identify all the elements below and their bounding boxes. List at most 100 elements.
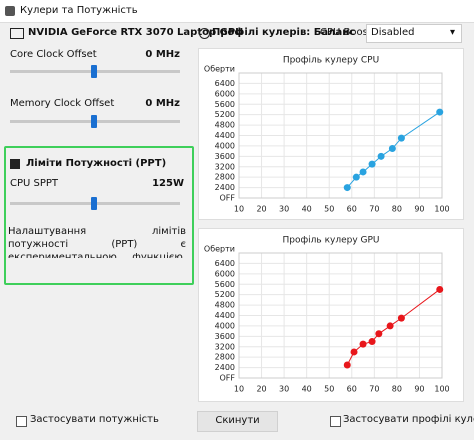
y-tick-label: 3600: [215, 332, 235, 341]
cpu-label: CPU SPPT: [10, 178, 59, 189]
y-tick-label: 2800: [215, 173, 235, 182]
app-icon: [5, 6, 15, 16]
x-tick-label: 40: [302, 205, 312, 214]
apply-power-checkbox[interactable]: [16, 416, 27, 427]
y-tick-label: 4000: [215, 321, 235, 330]
cpu-value: 125W: [152, 178, 184, 189]
power-box: [4, 146, 194, 285]
point[interactable]: [368, 338, 376, 346]
y-tick-label: OFF: [220, 194, 236, 203]
plot-border: [238, 72, 443, 199]
boost-label: CPU Boost: [320, 27, 372, 38]
y-tick-label: 4800: [215, 121, 235, 130]
y-tick-label: 3200: [215, 162, 235, 171]
point[interactable]: [359, 168, 367, 176]
point[interactable]: [359, 340, 367, 348]
core-label: Core Clock Offset: [10, 49, 97, 60]
y-axis-label: Оберти: [204, 245, 235, 254]
point[interactable]: [386, 322, 394, 330]
y-tick-label: 4400: [215, 311, 235, 320]
chart-title: Профіль кулеру GPU: [282, 236, 379, 246]
y-tick-label: 6000: [215, 89, 235, 98]
apply-power-label: Застосувати потужність: [30, 414, 159, 425]
point[interactable]: [343, 361, 351, 369]
y-tick-label: 5600: [215, 100, 235, 109]
apply-fans-label: Застосувати профілі кулерів: [343, 414, 474, 425]
point[interactable]: [397, 314, 405, 322]
cpu-slider[interactable]: [91, 197, 97, 210]
gpu-title: NVIDIA GeForce RTX 3070 Laptop GPU: [28, 27, 244, 38]
y-tick-label: 6400: [215, 259, 235, 268]
gpu-chart-panel: Профіль кулеру GPU Оберти OFF 2400 2800 3200 3…: [198, 228, 464, 402]
point[interactable]: [388, 145, 396, 153]
point[interactable]: [350, 348, 358, 356]
y-tick-label: 5200: [215, 110, 235, 119]
x-tick-label: 100: [434, 385, 449, 394]
point[interactable]: [368, 160, 376, 168]
y-tick-label: 5200: [215, 290, 235, 299]
y-tick-label: 6000: [215, 269, 235, 278]
x-tick-label: 90: [414, 385, 424, 394]
point[interactable]: [436, 285, 444, 293]
series-line: [346, 289, 441, 366]
x-tick-label: 10: [234, 385, 244, 394]
y-tick-label: 2400: [215, 363, 235, 372]
point[interactable]: [397, 134, 405, 142]
boost-dropdown[interactable]: [366, 24, 462, 43]
y-tick-label: 4800: [215, 301, 235, 310]
y-tick-label: 2400: [215, 183, 235, 192]
x-tick-label: 50: [324, 385, 334, 394]
cpu-chart-panel: Профіль кулеру CPU Оберти OFF 2400 2800 3200 3…: [198, 48, 464, 220]
dropdown-arrow: ▾: [450, 27, 456, 38]
x-tick-label: 30: [279, 385, 289, 394]
y-tick-label: 2800: [215, 353, 235, 362]
x-tick-label: 80: [392, 385, 402, 394]
memory-value: 0 MHz: [145, 98, 180, 109]
gpu-icon: [10, 28, 24, 39]
memory-label: Memory Clock Offset: [10, 98, 115, 109]
apply-fans-checkbox[interactable]: [330, 416, 341, 427]
y-tick-label: 4000: [215, 141, 235, 150]
y-tick-label: 6400: [215, 79, 235, 88]
core-slider[interactable]: [91, 65, 97, 78]
chart-title: Профіль кулеру CPU: [283, 56, 379, 66]
y-tick-label: 5600: [215, 280, 235, 289]
window-title: Кулери та Потужність: [20, 5, 138, 16]
fans-title: Профілі кулерів: Баланс: [212, 27, 356, 38]
point[interactable]: [377, 152, 385, 160]
x-tick-label: 20: [256, 385, 266, 394]
x-tick-label: 50: [324, 205, 334, 214]
power-icon: [10, 159, 20, 169]
title-bar: [0, 0, 474, 23]
point[interactable]: [375, 330, 383, 338]
plot-border: [238, 252, 443, 379]
point[interactable]: [436, 108, 444, 116]
memory-slider[interactable]: [91, 115, 97, 128]
x-tick-label: 20: [256, 205, 266, 214]
chart: Профіль кулеру GPUОбертиOFF2400280032003…: [204, 236, 450, 394]
x-tick-label: 90: [414, 205, 424, 214]
fan-icon: [199, 28, 210, 39]
y-tick-label: 3600: [215, 152, 235, 161]
x-tick-label: 10: [234, 205, 244, 214]
point[interactable]: [352, 173, 360, 181]
y-tick-label: 4400: [215, 131, 235, 140]
core-value: 0 MHz: [145, 49, 180, 60]
x-tick-label: 30: [279, 205, 289, 214]
y-tick-label: 3200: [215, 342, 235, 351]
power-title: Ліміти Потужності (PPT): [26, 158, 167, 169]
chart: Профіль кулеру CPUОбертиOFF2400280032003…: [204, 56, 450, 214]
point[interactable]: [343, 184, 351, 192]
x-tick-label: 100: [434, 205, 449, 214]
x-tick-label: 70: [369, 205, 379, 214]
x-tick-label: 40: [302, 385, 312, 394]
power-note: Налаштування лімітів потужності (PPT) є …: [8, 226, 186, 258]
reset-button[interactable]: Скинути: [197, 411, 278, 432]
x-tick-label: 70: [369, 385, 379, 394]
x-tick-label: 60: [347, 385, 357, 394]
x-tick-label: 80: [392, 205, 402, 214]
y-tick-label: OFF: [220, 374, 236, 383]
boost-value: Disabled: [371, 27, 415, 38]
y-axis-label: Оберти: [204, 65, 235, 74]
